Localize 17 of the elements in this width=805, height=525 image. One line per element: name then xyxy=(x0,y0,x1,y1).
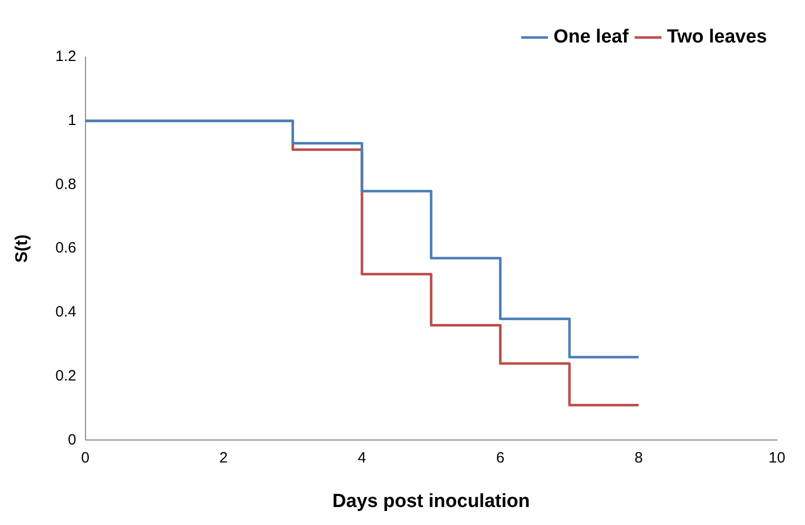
x-tick-label: 2 xyxy=(219,449,228,466)
y-axis-title: S(t) xyxy=(12,234,31,263)
legend-label: Two leaves xyxy=(667,26,768,48)
y-tick-label: 0.2 xyxy=(55,367,76,384)
y-tick-label: 0.8 xyxy=(55,176,76,193)
x-tick-label: 4 xyxy=(358,449,366,466)
y-tick-label: 0 xyxy=(68,431,76,448)
x-axis-title: Days post inoculation xyxy=(332,490,530,512)
legend-label: One leaf xyxy=(554,26,630,48)
x-tick-label: 10 xyxy=(768,449,786,466)
x-tick-label: 0 xyxy=(81,449,90,466)
y-tick-label: 1 xyxy=(68,112,76,130)
y-tick-label: 0.4 xyxy=(55,304,76,321)
y-tick-label: 0.6 xyxy=(55,240,76,257)
x-tick-label: 8 xyxy=(634,449,643,466)
x-tick-label: 6 xyxy=(496,449,504,466)
y-tick-label: 1.2 xyxy=(55,48,76,66)
